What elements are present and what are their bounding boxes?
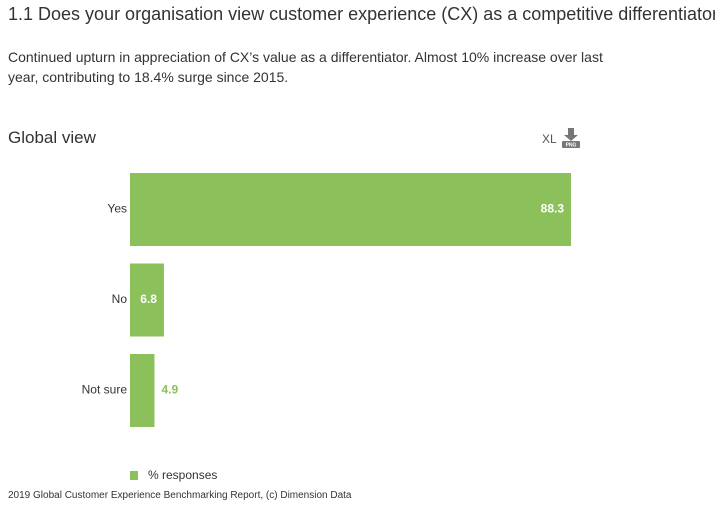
value-label: 88.3 bbox=[541, 202, 565, 216]
subtitle: Continued upturn in appreciation of CX’s… bbox=[8, 49, 603, 85]
bar bbox=[130, 354, 155, 427]
y-tick-label: Not sure bbox=[82, 383, 128, 397]
icon-part bbox=[568, 128, 574, 136]
icon-label: PNG bbox=[566, 142, 577, 148]
bar bbox=[130, 173, 571, 246]
download-xl[interactable]: XL bbox=[542, 132, 557, 146]
y-tick-label: No bbox=[112, 292, 128, 306]
legend-label: % responses bbox=[148, 468, 217, 482]
bar bbox=[130, 263, 164, 337]
value-label: 6.8 bbox=[140, 292, 157, 306]
footer: 2019 Global Customer Experience Benchmar… bbox=[8, 490, 352, 501]
chart: Yes 88.3 No 6.8 Not sure 4.9 % responses bbox=[82, 173, 571, 482]
section-title: Global view bbox=[8, 128, 96, 147]
value-label: 4.9 bbox=[161, 383, 178, 397]
title: 1.1 Does your organisation view customer… bbox=[8, 4, 715, 24]
y-tick-label: Yes bbox=[107, 202, 127, 216]
download-png[interactable]: PNG bbox=[560, 127, 582, 149]
icon-part bbox=[564, 135, 578, 141]
legend-swatch bbox=[130, 471, 138, 480]
icon-part bbox=[562, 141, 580, 148]
